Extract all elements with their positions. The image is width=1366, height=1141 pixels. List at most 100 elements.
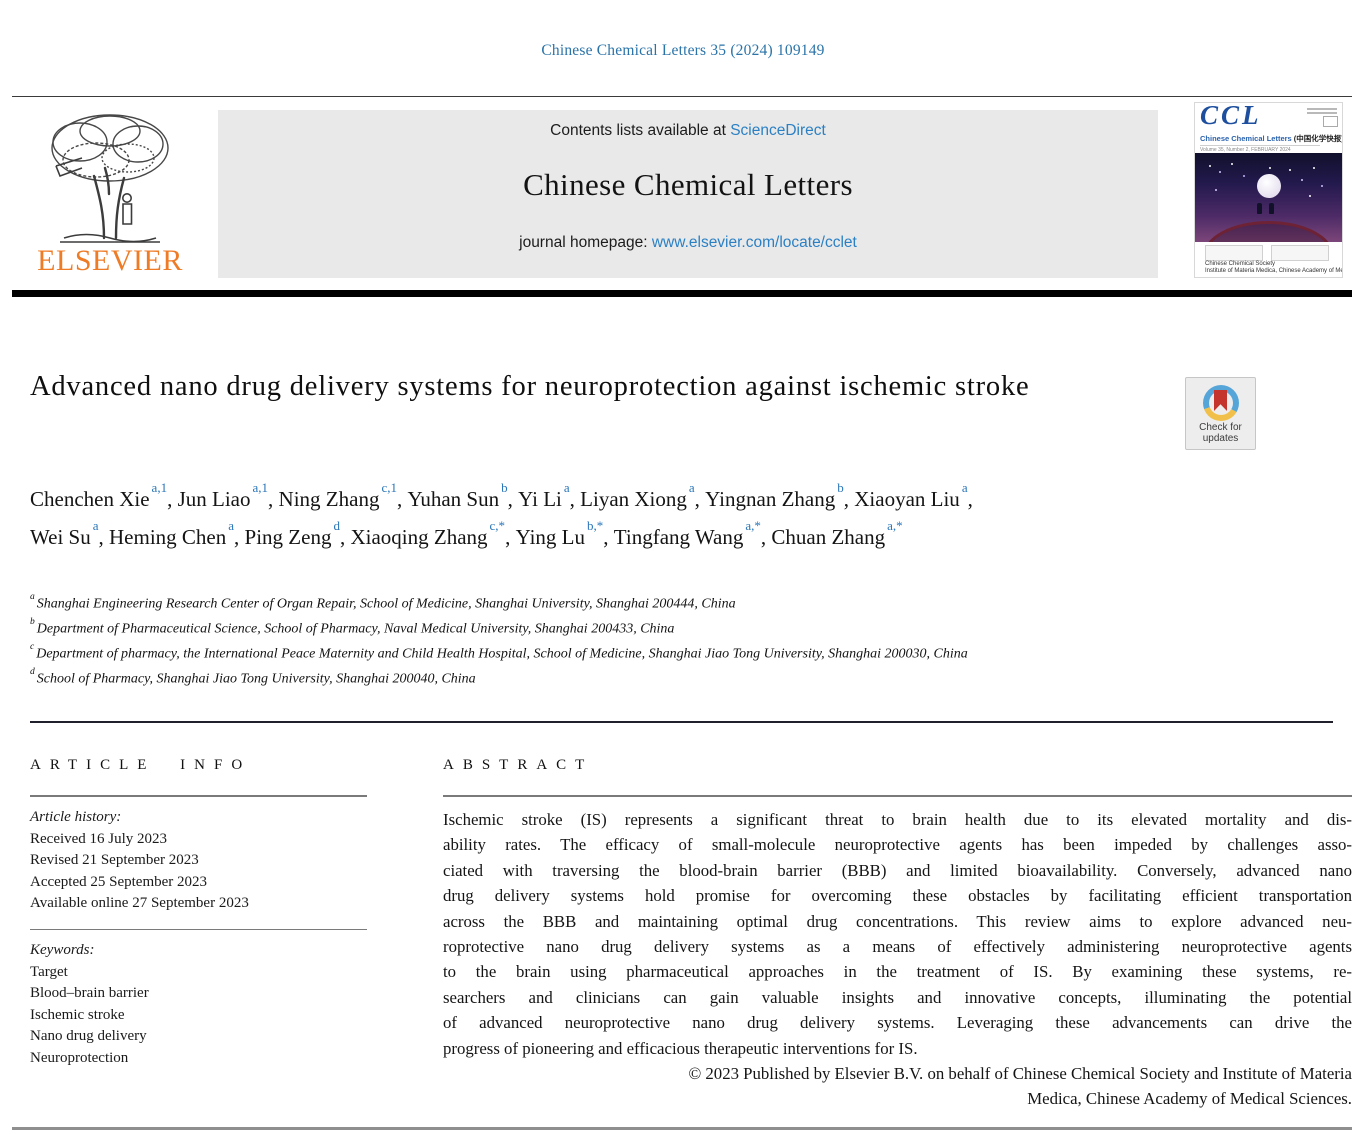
affiliation: b Department of Pharmaceutical Science, S…: [30, 615, 970, 640]
contents-prefix: Contents lists available at: [550, 122, 726, 139]
author-name: Chuan Zhang: [771, 524, 886, 549]
check-for-updates-badge[interactable]: Check for updates: [1185, 377, 1256, 450]
author-affiliation-superscript: a: [563, 480, 570, 496]
author: Yuhan Sun b,: [407, 480, 519, 511]
sciencedirect-link[interactable]: ScienceDirect: [730, 122, 826, 139]
abstract-line: ability rates. The efficacy of small-mol…: [443, 835, 1352, 855]
homepage-prefix: journal homepage:: [519, 234, 648, 251]
cover-figure: [1269, 203, 1274, 214]
cover-volume-line: Volume 35, Number 2, FEBRUARY 2024: [1200, 145, 1320, 153]
elsevier-wordmark: ELSEVIER: [37, 244, 183, 277]
author-name: Tingfang Wang: [613, 524, 744, 549]
author-list: Chenchen Xie a,1, Jun Liao a,1, Ning Zhang…: [30, 478, 1025, 553]
author-name: Yingnan Zhang: [705, 487, 836, 511]
author-affiliation-superscript: a: [92, 517, 99, 533]
journal-banner: Contents lists available at ScienceDirec…: [218, 110, 1158, 278]
author-affiliation-superscript: b,*: [587, 517, 604, 533]
article-info-rule: [30, 795, 367, 797]
author: Heming Chen a,: [109, 517, 245, 549]
article-history-item: Accepted 25 September 2023: [30, 873, 208, 890]
cover-moon: [1256, 174, 1281, 199]
check-for-updates-label: Check for updates: [1199, 422, 1242, 444]
author: Ping Zeng d,: [244, 517, 351, 549]
author-affiliation-superscript: a,*: [887, 517, 903, 533]
journal-citation: Chinese Chemical Letters 35 (2024) 10914…: [541, 42, 825, 59]
author: Xiaoyan Liu a,: [854, 480, 973, 511]
author-name: Jun Liao: [177, 487, 251, 511]
elsevier-logo: ELSEVIER: [28, 106, 192, 278]
cover-stars: [1209, 165, 1211, 167]
affiliation-text: Department of Pharmaceutical Science, Sc…: [36, 621, 675, 637]
author: Yingnan Zhang b,: [705, 480, 855, 511]
affiliation: a Shanghai Engineering Research Center of…: [30, 590, 970, 615]
keyword-item: Target: [30, 963, 68, 980]
cover-header: CCL Chinese Chemical Letters (中国化学快报) Vo…: [1195, 103, 1342, 153]
abstract-line: across the BBB and maintaining optimal d…: [443, 911, 1352, 931]
author-name: Yi Li: [518, 487, 562, 511]
author-name: Ning Zhang: [278, 487, 380, 511]
author-affiliation-superscript: a: [228, 517, 235, 533]
author: Wei Su a,: [30, 517, 110, 549]
author-name: Ying Lu: [515, 524, 585, 549]
abstract-section: ABSTRACT Ischemic stroke (IS) represents…: [443, 757, 1352, 1112]
abstract-line: of advanced neuroprotective nano drug de…: [443, 1013, 1352, 1033]
abstract-line: drug delivery systems hold promise for o…: [443, 886, 1352, 906]
bottom-rule: [12, 1127, 1352, 1130]
affiliation-superscript: a: [30, 591, 35, 602]
abstract-header: ABSTRACT: [443, 757, 594, 773]
cover-journal-name-cn: (中国化学快报): [1293, 134, 1342, 143]
abstract-line: progress of pioneering and efficacious t…: [443, 1038, 918, 1058]
author: Xiaoqing Zhang c,*,: [350, 517, 516, 549]
affiliation-text: School of Pharmacy, Shanghai Jiao Tong U…: [36, 672, 476, 688]
cover-figure: [1257, 203, 1262, 214]
author-name: Ping Zeng: [244, 524, 332, 549]
cover-info-box: [1271, 245, 1329, 261]
affiliation-text: Shanghai Engineering Research Center of …: [36, 596, 736, 612]
top-hairline: [12, 96, 1352, 97]
masthead-divider-bar: [12, 290, 1352, 297]
author-name: Chenchen Xie: [30, 487, 150, 511]
author-name: Xiaoyan Liu: [854, 487, 960, 511]
cover-ccl-logo: CCL: [1200, 103, 1262, 130]
abstract-line: ciated with traversing the blood-brain b…: [443, 860, 1352, 880]
author: Chenchen Xie a,1,: [30, 480, 178, 511]
author-affiliation-superscript: b: [501, 480, 508, 496]
author: Ying Lu b,*,: [515, 517, 614, 549]
article-history-item: Received 16 July 2023: [30, 830, 168, 847]
cover-footer: Chinese Chemical Society Institute of Ma…: [1195, 242, 1342, 277]
keywords-label: Keywords:: [30, 942, 95, 958]
author-affiliation-superscript: a,*: [745, 517, 761, 533]
keywords-list: Target Blood–brain barrier Ischemic stroke…: [30, 962, 367, 1070]
author-affiliation-superscript: d: [333, 517, 340, 533]
journal-cover-thumbnail: CCL Chinese Chemical Letters (中国化学快报) Vo…: [1195, 103, 1342, 277]
author: Tingfang Wang a,*,: [613, 517, 772, 549]
cover-info-box: [1205, 245, 1263, 261]
author-affiliation-superscript: c,1: [381, 480, 397, 496]
elsevier-tree-icon: [51, 114, 169, 243]
affiliation-superscript: c: [30, 641, 35, 652]
article-title: Advanced nano drug delivery systems for …: [30, 371, 1030, 402]
homepage-link[interactable]: www.elsevier.com/locate/cclet: [651, 234, 857, 251]
keyword-item: Nano drug delivery: [30, 1028, 147, 1044]
affiliation-superscript: b: [30, 616, 35, 627]
cover-journal-name: Chinese Chemical Letters (中国化学快报): [1200, 134, 1342, 143]
abstract-line: searchers and clinicians can gain valuab…: [443, 987, 1352, 1007]
cover-issn-lines: [1307, 108, 1338, 127]
cover-bridge: [1203, 221, 1334, 242]
section-divider-rule: [30, 721, 1333, 723]
cover-badge-box: [1323, 116, 1338, 127]
cover-society-lines: Chinese Chemical Society Institute of Ma…: [1205, 261, 1342, 274]
article-history-list: Received 16 July 2023 Revised 21 Septembe…: [30, 829, 367, 915]
article-history-item: Revised 21 September 2023: [30, 852, 199, 868]
affiliation: c Department of pharmacy, the Internation…: [30, 640, 970, 665]
author-affiliation-superscript: a,1: [252, 480, 269, 496]
abstract-line: Ischemic stroke (IS) represents a signif…: [443, 810, 1352, 829]
article-history-item: Available online 27 September 2023: [30, 895, 249, 911]
contents-line: Contents lists available at ScienceDirec…: [218, 110, 1158, 140]
keyword-item: Neuroprotection: [30, 1049, 129, 1066]
author-name: Liyan Xiong: [580, 487, 687, 511]
article-info-header: ARTICLE INFO: [30, 757, 252, 773]
article-history-label: Article history:: [30, 809, 122, 825]
affiliation-text: Department of pharmacy, the Internationa…: [36, 646, 968, 662]
